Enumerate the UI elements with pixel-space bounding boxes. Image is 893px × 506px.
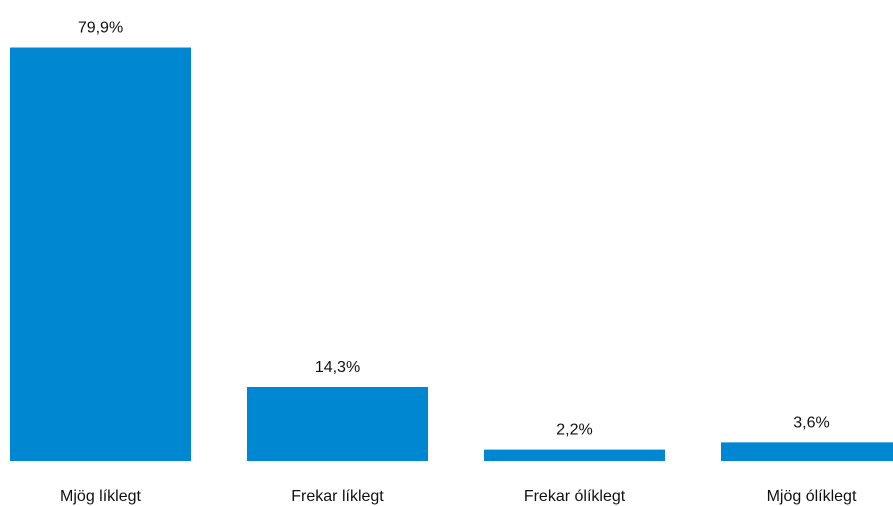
value-label-1: 79,9%	[78, 20, 123, 37]
bar-4	[721, 442, 893, 461]
category-label-2: Frekar líklegt	[291, 488, 384, 505]
bar-1	[10, 47, 191, 462]
bars-group	[10, 47, 893, 462]
bar-3	[484, 449, 665, 461]
value-label-2: 14,3%	[315, 359, 360, 376]
bar-2	[247, 386, 428, 461]
category-label-3: Frekar ólíklegt	[524, 488, 626, 505]
category-label-1: Mjög líklegt	[60, 488, 141, 505]
value-labels-group: 79,9% 14,3% 2,2% 3,6%	[78, 20, 830, 439]
value-label-4: 3,6%	[793, 414, 829, 431]
value-label-3: 2,2%	[556, 422, 592, 439]
category-labels-group: Mjög líklegt Frekar líklegt Frekar ólíkleg…	[60, 488, 857, 505]
category-label-4: Mjög ólíklegt	[767, 488, 857, 505]
